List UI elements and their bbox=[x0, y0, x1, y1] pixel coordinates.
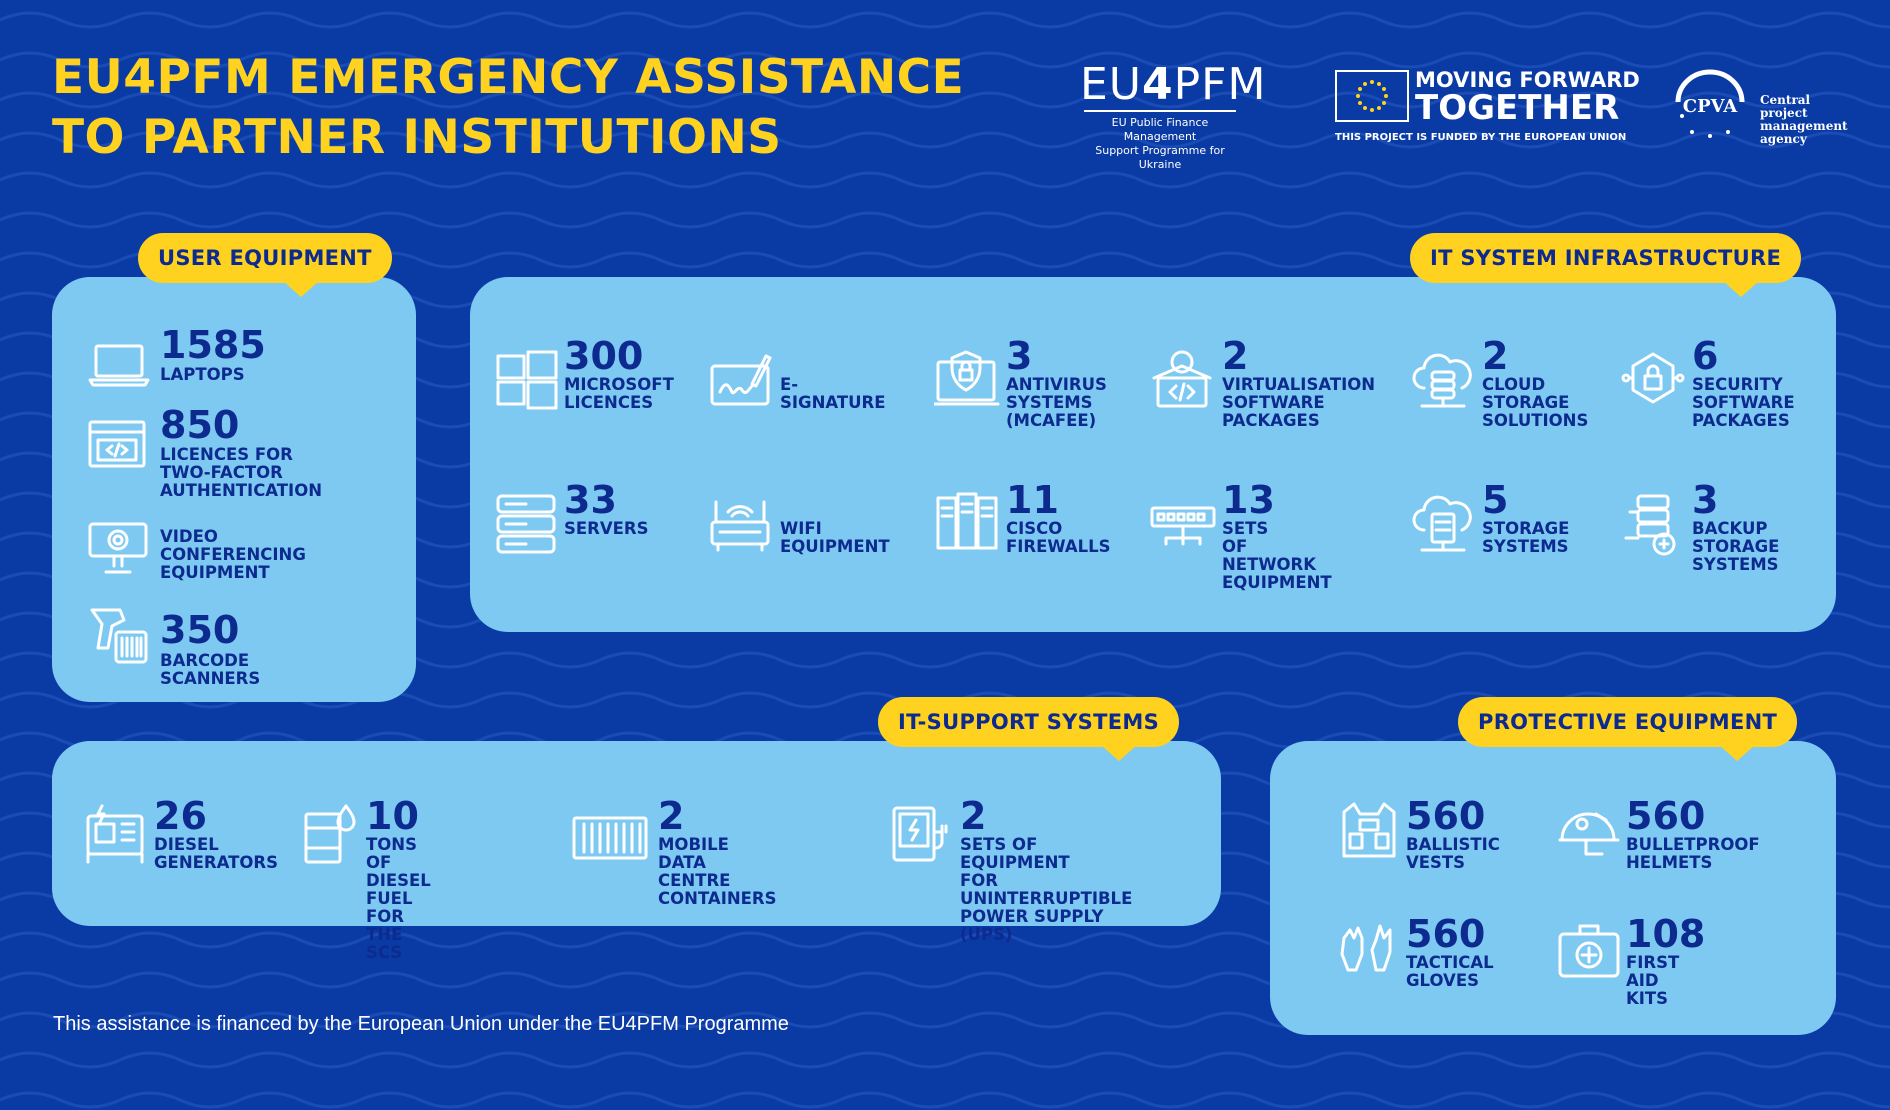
first-aid-icon bbox=[1558, 924, 1620, 978]
item-label: DIESEL GENERATORS bbox=[154, 835, 278, 872]
item-label: BALLISTIC VESTS bbox=[1406, 835, 1500, 872]
item-label: E-SIGNATURE bbox=[780, 375, 886, 412]
eu4pfm-logo: EU4PFM EU Public Finance Management Supp… bbox=[1080, 59, 1265, 172]
webcam-icon bbox=[88, 522, 148, 574]
it-infrastructure-panel bbox=[470, 277, 1836, 632]
wifi-router-icon bbox=[710, 500, 770, 552]
item-number: 560 bbox=[1626, 794, 1706, 838]
signature-icon bbox=[710, 354, 772, 406]
antivirus-icon bbox=[934, 350, 1000, 406]
user-equipment-tag: USER EQUIPMENT bbox=[138, 233, 392, 297]
item-number: 33 bbox=[564, 478, 617, 522]
firewall-icon bbox=[936, 492, 998, 550]
item-label: SETS OF NETWORK EQUIPMENT bbox=[1222, 519, 1332, 592]
virtualisation-icon bbox=[1152, 350, 1212, 408]
windows-icon bbox=[496, 350, 558, 410]
item-label: TACTICAL GLOVES bbox=[1406, 953, 1494, 990]
page-title: EU4PFM EMERGENCY ASSISTANCE TO PARTNER I… bbox=[52, 48, 964, 168]
item-number: 26 bbox=[154, 794, 207, 838]
item-label: BACKUP STORAGE SYSTEMS bbox=[1692, 519, 1780, 574]
item-number: 2 bbox=[658, 794, 685, 838]
item-label: WIFI EQUIPMENT bbox=[780, 519, 890, 556]
item-label: TONS OF DIESEL FUEL FOR THE SCS bbox=[366, 835, 431, 962]
item-number: 2 bbox=[1222, 334, 1249, 378]
item-number: 10 bbox=[366, 794, 419, 838]
item-number: 3 bbox=[1006, 334, 1033, 378]
security-lock-icon bbox=[1621, 352, 1685, 404]
item-number: 560 bbox=[1406, 794, 1486, 838]
item-label: LAPTOPS bbox=[160, 365, 245, 384]
fuel-barrel-icon bbox=[304, 804, 356, 864]
generator-icon bbox=[86, 804, 144, 864]
it-support-tag: IT-SUPPORT SYSTEMS bbox=[878, 697, 1179, 761]
moving-forward-line-2: TOGETHER bbox=[1415, 88, 1620, 128]
code-window-icon bbox=[88, 420, 146, 468]
item-label: CLOUD STORAGE SOLUTIONS bbox=[1482, 375, 1589, 430]
item-label: ANTIVIRUS SYSTEMS (MCAFEE) bbox=[1006, 375, 1107, 430]
item-number: 6 bbox=[1692, 334, 1719, 378]
item-number: 350 bbox=[160, 608, 240, 652]
moving-forward-line-1: MOVING FORWARD bbox=[1415, 68, 1640, 92]
svg-text:CPVA: CPVA bbox=[1683, 96, 1738, 117]
item-number: 2 bbox=[1482, 334, 1509, 378]
item-label: BULLETPROOF HELMETS bbox=[1626, 835, 1760, 872]
server-icon bbox=[496, 494, 556, 554]
it-infrastructure-tag: IT SYSTEM INFRASTRUCTURE bbox=[1410, 233, 1802, 297]
item-number: 13 bbox=[1222, 478, 1275, 522]
eu4pfm-sub-1: EU Public Finance Management bbox=[1111, 116, 1209, 143]
title-line-2: TO PARTNER INSTITUTIONS bbox=[52, 110, 782, 165]
barcode-scanner-icon bbox=[90, 608, 148, 664]
item-label: LICENCES FOR TWO-FACTOR AUTHENTICATION bbox=[160, 445, 323, 500]
eu4pfm-sub-2: Support Programme for Ukraine bbox=[1095, 144, 1225, 171]
item-number: 560 bbox=[1406, 912, 1486, 956]
title-line-1: EU4PFM EMERGENCY ASSISTANCE bbox=[52, 50, 965, 105]
protective-panel bbox=[1270, 741, 1836, 1035]
cloud-storage-icon bbox=[1412, 353, 1472, 408]
item-label: MOBILE DATA CENTRE CONTAINERS bbox=[658, 835, 777, 908]
ballistic-vest-icon bbox=[1342, 802, 1396, 858]
item-number: 2 bbox=[960, 794, 987, 838]
item-number: 3 bbox=[1692, 478, 1719, 522]
container-icon bbox=[572, 816, 648, 860]
item-label: STORAGE SYSTEMS bbox=[1482, 519, 1570, 556]
eu-flag-icon bbox=[1335, 70, 1409, 122]
network-switch-icon bbox=[1150, 506, 1216, 546]
item-label: VIDEO CONFERENCING EQUIPMENT bbox=[160, 527, 306, 582]
item-number: 5 bbox=[1482, 478, 1509, 522]
item-label: CISCO FIREWALLS bbox=[1006, 519, 1111, 556]
ups-icon bbox=[892, 806, 948, 862]
gloves-icon bbox=[1340, 924, 1392, 972]
item-number: 108 bbox=[1626, 912, 1706, 956]
item-label: SERVERS bbox=[564, 519, 649, 538]
storage-cloud-icon bbox=[1412, 495, 1472, 552]
item-number: 11 bbox=[1006, 478, 1059, 522]
user-equipment-panel bbox=[52, 277, 416, 702]
moving-forward-line-3: THIS PROJECT IS FUNDED BY THE EUROPEAN U… bbox=[1335, 132, 1627, 143]
item-number: 1585 bbox=[160, 323, 266, 367]
laptop-icon bbox=[88, 344, 150, 387]
logo-pfm: PFM bbox=[1173, 59, 1267, 110]
item-label: SECURITY SOFTWARE PACKAGES bbox=[1692, 375, 1795, 430]
cpva-line-1: Central project bbox=[1760, 93, 1811, 120]
cpva-line-3: agency bbox=[1760, 132, 1807, 146]
cpva-mark-icon: CPVA bbox=[1675, 69, 1745, 138]
it-support-panel bbox=[52, 741, 1221, 926]
item-label: FIRST AID KITS bbox=[1626, 953, 1680, 1008]
logo-eu: EU bbox=[1080, 59, 1143, 110]
cpva-line-2: management bbox=[1760, 119, 1848, 133]
protective-tag: PROTECTIVE EQUIPMENT bbox=[1458, 697, 1798, 761]
item-label: VIRTUALISATION SOFTWARE PACKAGES bbox=[1222, 375, 1376, 430]
item-label: SETS OF EQUIPMENT FOR UNINTERRUPTIBLE PO… bbox=[960, 835, 1133, 944]
item-number: 850 bbox=[160, 403, 240, 447]
footer-note: This assistance is financed by the Europ… bbox=[53, 1013, 789, 1035]
item-label: MICROSOFT LICENCES bbox=[564, 375, 674, 412]
backup-storage-icon bbox=[1624, 494, 1676, 556]
item-number: 300 bbox=[564, 334, 644, 378]
item-label: BARCODE SCANNERS bbox=[160, 651, 261, 688]
helmet-icon bbox=[1558, 812, 1620, 856]
logo-4: 4 bbox=[1142, 59, 1174, 110]
